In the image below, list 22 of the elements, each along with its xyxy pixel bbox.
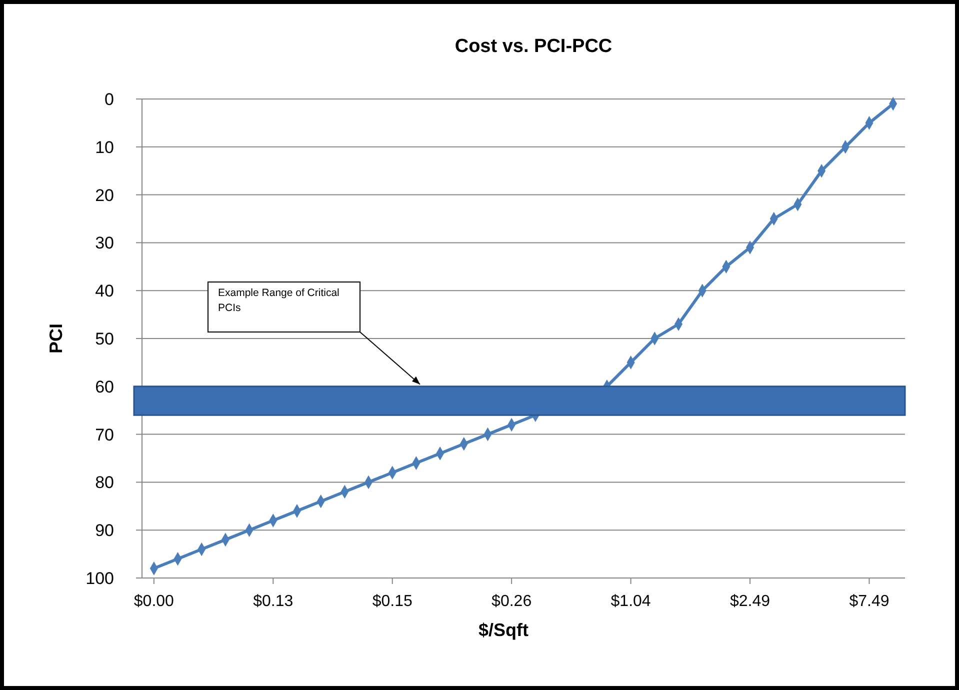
x-tick-label: $7.49 [849,593,890,610]
y-tick-label: 40 [95,282,114,301]
chart-title: Cost vs. PCI-PCC [454,36,612,57]
y-tick-label: 90 [95,521,114,540]
y-tick-label: 0 [104,90,114,109]
annotation: Example Range of Critical PCIs [217,286,340,316]
y-tick-label: 50 [95,329,114,348]
y-tick-label: 70 [95,425,114,444]
y-tick-label: 80 [95,473,114,492]
x-tick-label: $1.04 [610,593,651,610]
y-tick-label: 60 [95,377,114,396]
y-tick-label: 10 [95,138,114,157]
y-axis-title: PCI [46,323,66,354]
y-tick-label: 30 [95,234,114,253]
y-tick-label: 20 [95,186,114,205]
y-tick-label: 100 [86,568,114,588]
x-tick-label: $0.00 [134,593,174,610]
x-tick-label: $0.13 [253,593,294,610]
x-tick-label: $0.15 [372,593,412,610]
x-tick-label: $2.49 [730,593,770,610]
x-axis-title: $/Sqft [478,620,529,640]
x-tick-label: $0.26 [492,593,532,610]
